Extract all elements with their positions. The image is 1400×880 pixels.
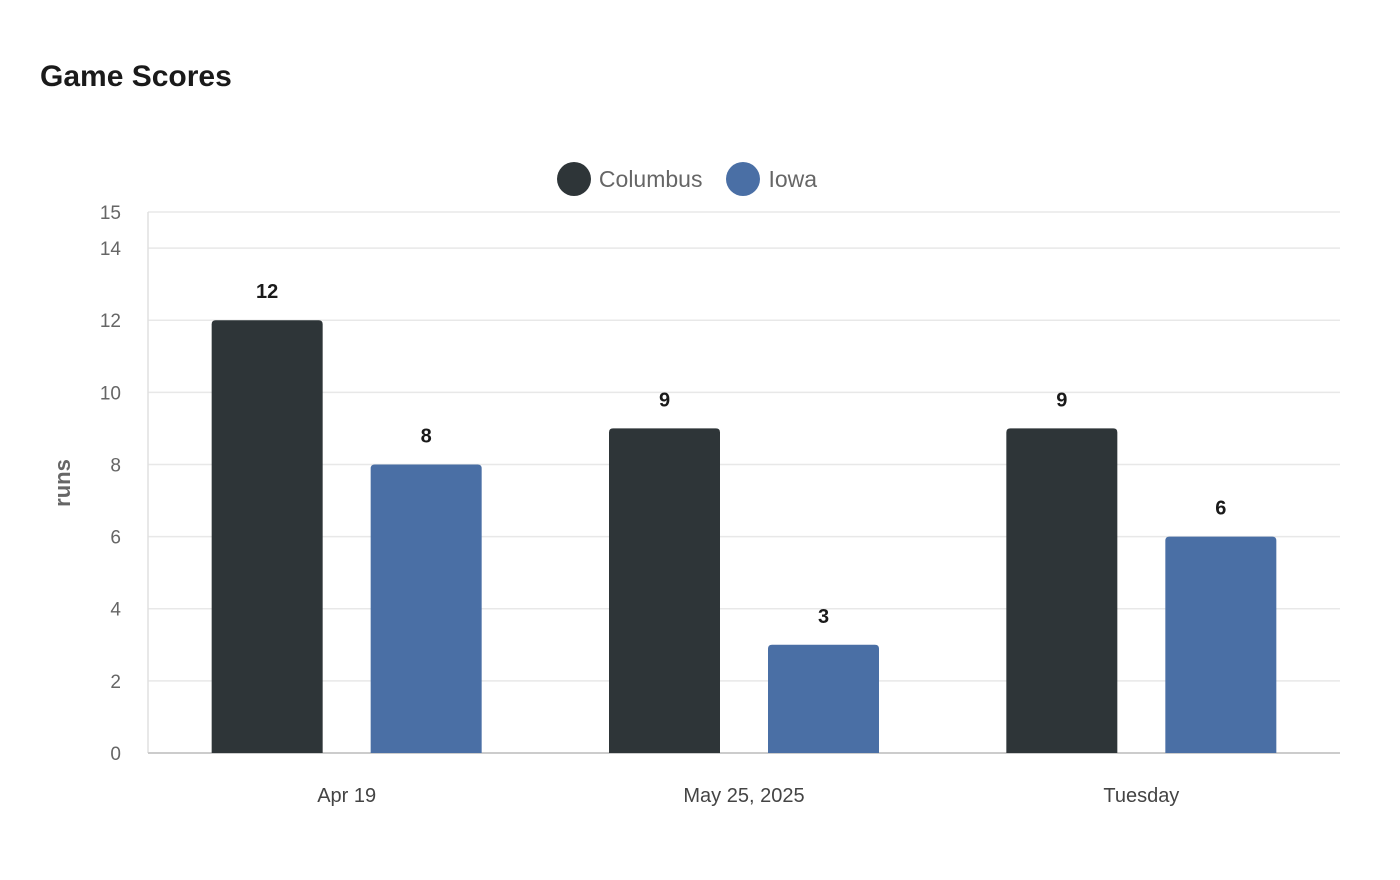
data-label: 6 bbox=[1215, 498, 1226, 520]
bar-columbus-2[interactable] bbox=[1006, 428, 1118, 753]
x-tick-label: Apr 19 bbox=[317, 785, 376, 807]
y-tick-label: 0 bbox=[110, 744, 121, 765]
data-label: 12 bbox=[256, 281, 278, 303]
bar-iowa-2[interactable] bbox=[1165, 536, 1277, 753]
legend-label-columbus: Columbus bbox=[598, 165, 703, 192]
bar-columbus-0[interactable] bbox=[211, 320, 323, 753]
legend: Columbus Iowa bbox=[0, 162, 1374, 196]
bar-iowa-0[interactable] bbox=[370, 464, 482, 753]
bar-iowa-1[interactable] bbox=[768, 644, 879, 753]
data-label: 8 bbox=[421, 425, 432, 447]
y-tick-label: 8 bbox=[110, 455, 121, 476]
data-label: 9 bbox=[659, 389, 670, 411]
chart-title: Game Scores bbox=[40, 60, 232, 93]
y-tick-label: 15 bbox=[100, 203, 121, 224]
y-tick-label: 2 bbox=[110, 672, 121, 693]
legend-item-columbus[interactable]: Columbus bbox=[556, 162, 703, 196]
legend-swatch-iowa bbox=[726, 162, 761, 196]
data-label: 9 bbox=[1056, 389, 1067, 411]
legend-label-iowa: Iowa bbox=[768, 165, 818, 192]
y-tick-label: 10 bbox=[100, 383, 121, 404]
data-label: 3 bbox=[818, 606, 829, 628]
legend-swatch-columbus bbox=[556, 162, 591, 196]
y-tick-label: 12 bbox=[100, 311, 121, 332]
gridlines bbox=[148, 211, 1340, 682]
x-tick-label: Tuesday bbox=[1103, 785, 1179, 807]
bar-columbus-1[interactable] bbox=[609, 428, 720, 753]
x-tick-label: May 25, 2025 bbox=[683, 785, 804, 807]
axes bbox=[147, 212, 1340, 754]
y-tick-label: 6 bbox=[110, 528, 121, 549]
legend-item-iowa[interactable]: Iowa bbox=[726, 162, 817, 196]
labels: 0 2 4 6 8 10 12 14 15 12 8 Apr 19 9 3 May 25, 2025 9 6 Tu… bbox=[100, 203, 1227, 807]
y-tick-label: 4 bbox=[110, 600, 121, 621]
y-tick-label: 14 bbox=[100, 239, 122, 260]
y-axis-title: runs bbox=[50, 459, 75, 507]
bars bbox=[211, 320, 1277, 753]
